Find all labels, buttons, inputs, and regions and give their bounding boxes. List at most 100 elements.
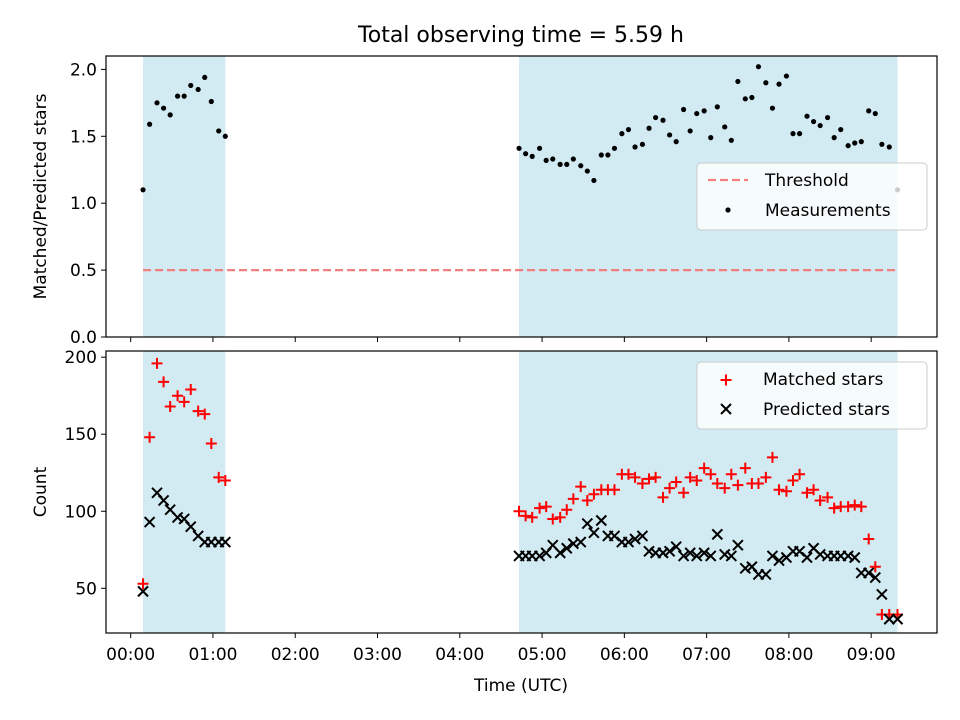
matched-star-point (664, 482, 676, 494)
legend-bottom: Matched stars Predicted stars (696, 361, 928, 430)
y-tick-label: 2.0 (70, 60, 97, 80)
matched-star-point (849, 499, 861, 511)
measurement-point (763, 80, 769, 86)
measurement-point (694, 110, 700, 117)
measurement-point (646, 125, 652, 131)
measurement-point (557, 161, 563, 167)
y-tick-label: 1.5 (70, 127, 97, 147)
measurement-point (783, 73, 790, 79)
predicted-star-point (629, 533, 641, 545)
x-axis-label: Time (UTC) (473, 676, 568, 696)
measurement-point (216, 128, 222, 134)
x-tick-label: 05:00 (518, 645, 567, 665)
matched-star-point (657, 491, 669, 503)
predicted-star-point (670, 540, 682, 553)
measurement-point (735, 78, 741, 85)
predicted-star-point (691, 550, 703, 562)
matched-star-point (520, 510, 532, 522)
measurement-point (858, 139, 864, 145)
predicted-star-point (533, 550, 546, 562)
measurement-point (845, 143, 851, 149)
predicted-star-point (876, 588, 888, 601)
measurement-point (605, 152, 611, 158)
matched-star-point (725, 468, 737, 480)
measurement-point (147, 121, 153, 127)
matched-star-point (636, 478, 648, 490)
y-tick-label: 1.0 (70, 194, 97, 214)
matched-star-point (547, 513, 559, 525)
y-tick-label: 100 (65, 502, 97, 522)
y-tick-label: 50 (75, 579, 97, 599)
predicted-star-point (575, 536, 587, 548)
matched-star-point (828, 502, 840, 514)
legend-measurement-swatch (725, 207, 731, 213)
legend-predicted-label: Predicted stars (763, 400, 890, 420)
matched-star-point (219, 474, 231, 486)
matched-star-point (588, 488, 600, 500)
y-tick-label: 0.0 (70, 328, 97, 348)
x-tick-label: 01:00 (188, 645, 237, 665)
measurement-point (673, 139, 679, 145)
measurement-point (570, 156, 576, 162)
matched-star-point (678, 487, 690, 499)
matched-star-point (808, 484, 820, 496)
predicted-star-point (801, 551, 813, 564)
matched-star-point (164, 400, 176, 412)
matched-star-point (711, 478, 723, 490)
predicted-star-point (554, 547, 566, 559)
predicted-star-point (869, 571, 881, 584)
matched-star-point (787, 474, 799, 486)
x-tick-label: 04:00 (435, 645, 484, 665)
measurement-point (529, 153, 535, 159)
predicted-star-point (773, 554, 785, 567)
x-tick-label: 00:00 (106, 645, 155, 665)
matched-star-point (752, 478, 764, 490)
predicted-star-point (219, 536, 232, 548)
measurement-point (838, 126, 844, 133)
predicted-star-point (588, 527, 600, 539)
bottom-axes-frame (105, 350, 938, 634)
measurement-point (639, 141, 646, 147)
top-panel: 0.0 0.5 1.0 1.5 2.0 Matched/Predicted stars Th… (31, 55, 938, 348)
predicted-star-point (849, 551, 861, 564)
measurement-point (701, 108, 707, 114)
x-tick-label: 09:00 (847, 645, 896, 665)
matched-star-point (178, 396, 190, 408)
measurement-point (188, 82, 194, 89)
matched-star-point (192, 405, 204, 417)
matched-star-point (739, 462, 751, 474)
matched-star-point (575, 481, 587, 493)
measurement-point (879, 141, 885, 147)
matched-star-point (719, 482, 731, 494)
predicted-star-point (719, 548, 731, 561)
predicted-star-point (663, 545, 676, 558)
matched-star-point (151, 357, 163, 369)
measurement-point (817, 122, 823, 129)
measurement-point (796, 131, 803, 137)
matched-star-point (705, 468, 717, 480)
measurement-point (619, 131, 625, 137)
matched-star-point (172, 390, 184, 402)
predicted-star-point (698, 547, 710, 559)
measurement-point (714, 104, 720, 110)
measurement-point (598, 152, 604, 158)
legend-matched-swatch (720, 374, 732, 386)
measurement-point (680, 106, 687, 113)
measurement-point (202, 74, 208, 81)
legend-bottom-box (696, 361, 928, 430)
measurement-point (160, 105, 167, 111)
matched-star-point (684, 471, 696, 483)
predicted-star-point (137, 585, 149, 598)
measurement-point (195, 86, 201, 93)
matched-star-point (732, 479, 744, 491)
legend-top: Threshold Measurements (696, 162, 928, 231)
matched-star-point (622, 468, 634, 480)
measurement-point (769, 105, 776, 111)
measurement-point (167, 112, 173, 118)
x-tick-label: 06:00 (600, 645, 649, 665)
measurement-point (537, 145, 543, 151)
measurement-point (611, 145, 618, 151)
matched-star-point (144, 431, 156, 443)
matched-star-point (766, 451, 778, 463)
